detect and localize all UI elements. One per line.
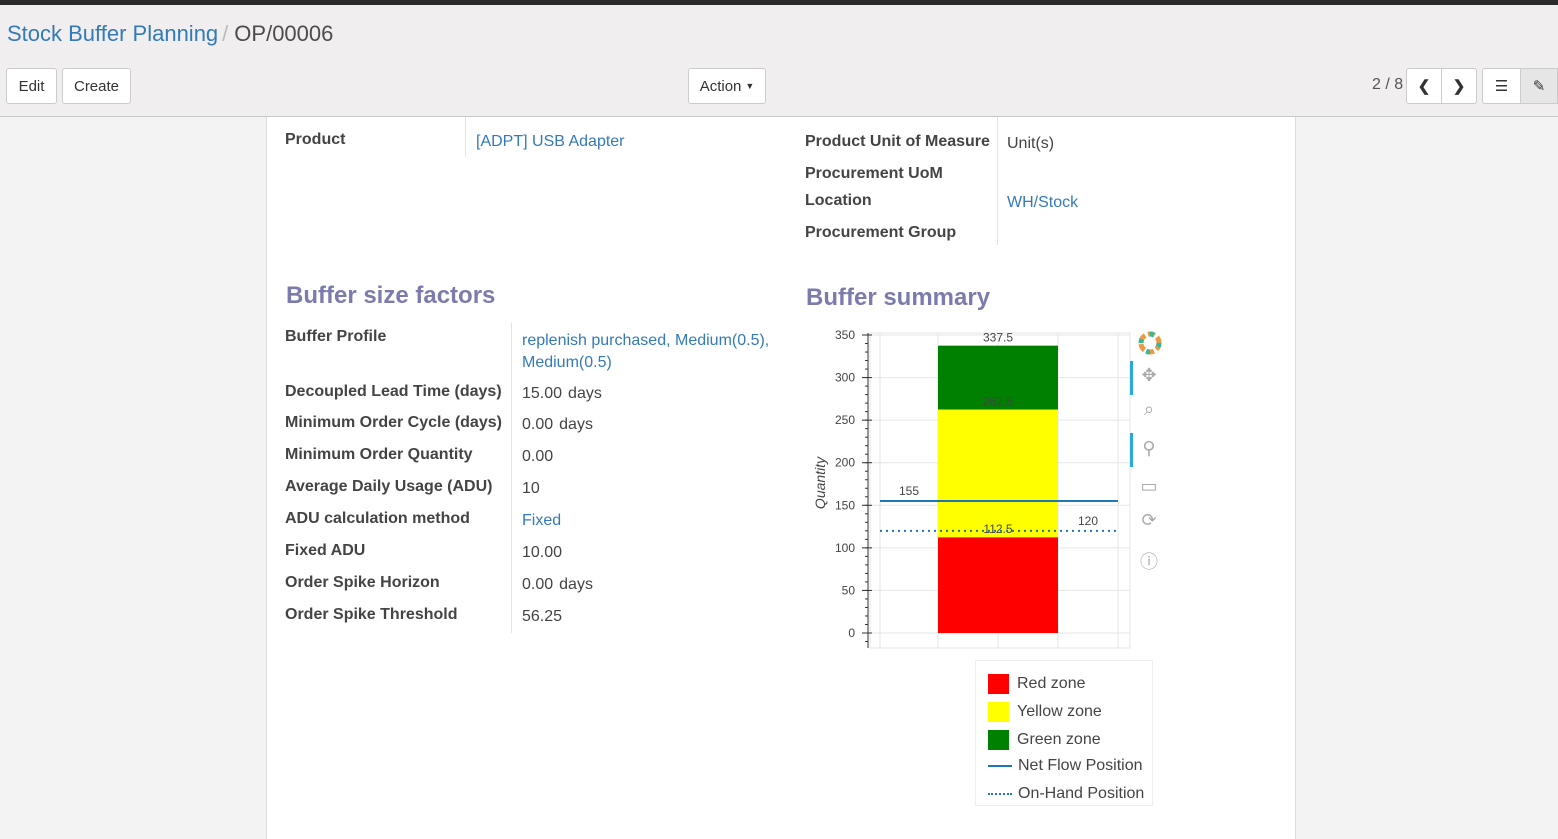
- procurement-uom-label: Procurement UoM: [805, 165, 943, 182]
- divider: [465, 117, 466, 157]
- factor-number: 10.00: [522, 544, 563, 561]
- help-icon[interactable]: ⓘ: [1140, 552, 1158, 572]
- factor-label: Order Spike Horizon: [285, 574, 440, 591]
- bar-label: 112.5: [983, 522, 1012, 536]
- y-tick-label: 50: [842, 583, 856, 597]
- action-label: Action: [699, 77, 742, 95]
- breadcrumb-current: OP/00006: [234, 21, 334, 46]
- caret-down-icon: ▼: [745, 81, 755, 91]
- legend-yellow-zone: Yellow zone: [988, 702, 1102, 722]
- location-value[interactable]: WH/Stock: [1007, 194, 1079, 211]
- factor-number: 0.00: [522, 576, 554, 593]
- y-tick-label: 250: [835, 413, 855, 427]
- previous-record-button[interactable]: ❮: [1406, 68, 1442, 104]
- factor-value: 56.25: [522, 608, 562, 626]
- list-view-button[interactable]: ☰: [1482, 68, 1521, 104]
- y-tick-label: 150: [835, 498, 855, 512]
- bar-yellow-zone: [938, 409, 1058, 538]
- factor-value: 0.00 days: [522, 576, 593, 594]
- save-icon[interactable]: ▭: [1140, 476, 1158, 496]
- reset-icon[interactable]: ⟳: [1141, 510, 1157, 530]
- buffer-size-factors-title: Buffer size factors: [286, 282, 496, 309]
- factor-value: 0.00: [522, 448, 553, 466]
- pager-value: 2 / 8: [1372, 76, 1404, 93]
- product-value[interactable]: [ADPT] USB Adapter: [476, 133, 625, 150]
- factor-number: 10: [522, 480, 540, 497]
- form-view-button[interactable]: ✎: [1520, 68, 1558, 104]
- edit-form-icon: ✎: [1532, 78, 1546, 95]
- chevron-left-icon: ❮: [1417, 78, 1431, 95]
- factor-unit: days: [568, 385, 602, 402]
- factor-value: 0.00 days: [522, 416, 593, 434]
- factor-unit: days: [559, 576, 593, 593]
- list-icon: ☰: [1494, 78, 1509, 95]
- edit-button[interactable]: Edit: [6, 68, 57, 104]
- factor-number: Fixed: [522, 512, 562, 529]
- breadcrumb: Stock Buffer Planning / OP/00006: [7, 21, 334, 46]
- uom-value: Unit(s): [1007, 135, 1055, 152]
- bar-label: 337.5: [983, 331, 1013, 345]
- factor-number: 0.00: [522, 448, 554, 465]
- factor-label: ADU calculation method: [285, 510, 470, 527]
- buffer-profile-value[interactable]: replenish purchased, Medium(0.5), Medium…: [522, 332, 770, 371]
- top-bar: [0, 0, 1558, 5]
- y-axis-label: Quantity: [812, 456, 828, 509]
- buffer-chart: 0 50 100 150 200 250 300 350 Quantity 112.5 262.5 3…: [812, 328, 1131, 649]
- pan-tool-icon[interactable]: ✥: [1141, 365, 1157, 385]
- chart-legend: Red zone Yellow zone Green zone Net Flow…: [975, 660, 1153, 806]
- y-tick-label: 300: [835, 371, 855, 385]
- factor-unit: days: [559, 416, 593, 433]
- procurement-group-label: Procurement Group: [805, 224, 957, 241]
- box-zoom-icon[interactable]: ⌕: [1143, 399, 1155, 419]
- factor-value: Fixed: [522, 512, 561, 530]
- product-label: Product: [285, 131, 346, 148]
- y-tick-label: 100: [835, 541, 855, 555]
- legend-green-zone: Green zone: [988, 730, 1101, 750]
- line-label: 120: [1078, 514, 1098, 528]
- y-tick-label: 200: [835, 456, 855, 470]
- legend-net-flow: Net Flow Position: [988, 757, 1143, 775]
- factor-value: 15.00 days: [522, 385, 602, 403]
- factor-label: Fixed ADU: [285, 542, 366, 559]
- chevron-right-icon: ❯: [1452, 78, 1466, 95]
- y-tick-label: 350: [835, 328, 855, 342]
- next-record-button[interactable]: ❯: [1441, 68, 1477, 104]
- factor-label: Minimum Order Cycle (days): [285, 414, 502, 431]
- control-panel: Stock Buffer Planning / OP/00006: [0, 5, 1558, 117]
- breadcrumb-parent[interactable]: Stock Buffer Planning: [7, 21, 219, 46]
- factor-number: 0.00: [522, 416, 554, 433]
- factor-value: 10.00: [522, 544, 562, 562]
- uom-label: Product Unit of Measure: [805, 133, 990, 150]
- factor-label: Decoupled Lead Time (days): [285, 383, 502, 400]
- buffer-summary-title: Buffer summary: [806, 284, 991, 311]
- factor-label: Minimum Order Quantity: [285, 446, 473, 463]
- divider: [511, 323, 512, 633]
- factor-number: 15.00: [522, 385, 563, 402]
- buffer-profile-label: Buffer Profile: [285, 328, 387, 345]
- divider: [997, 117, 998, 245]
- location-label: Location: [805, 192, 872, 209]
- bar-green-zone: [938, 345, 1058, 410]
- factor-value: 10: [522, 480, 540, 498]
- action-dropdown[interactable]: Action ▼: [688, 68, 766, 104]
- factor-label: Order Spike Threshold: [285, 606, 458, 623]
- y-tick-label: 0: [848, 626, 855, 640]
- legend-red-zone: Red zone: [988, 674, 1086, 694]
- legend-on-hand: On-Hand Position: [988, 785, 1144, 803]
- bar-red-zone: [938, 537, 1058, 633]
- factor-number: 56.25: [522, 608, 563, 625]
- wheel-zoom-icon[interactable]: ⚲: [1142, 438, 1156, 458]
- bar-label: 262.5: [983, 395, 1013, 409]
- factor-label: Average Daily Usage (ADU): [285, 478, 493, 495]
- create-button[interactable]: Create: [62, 68, 131, 104]
- bokeh-logo-icon[interactable]: [1138, 331, 1162, 355]
- line-label: 155: [899, 484, 919, 498]
